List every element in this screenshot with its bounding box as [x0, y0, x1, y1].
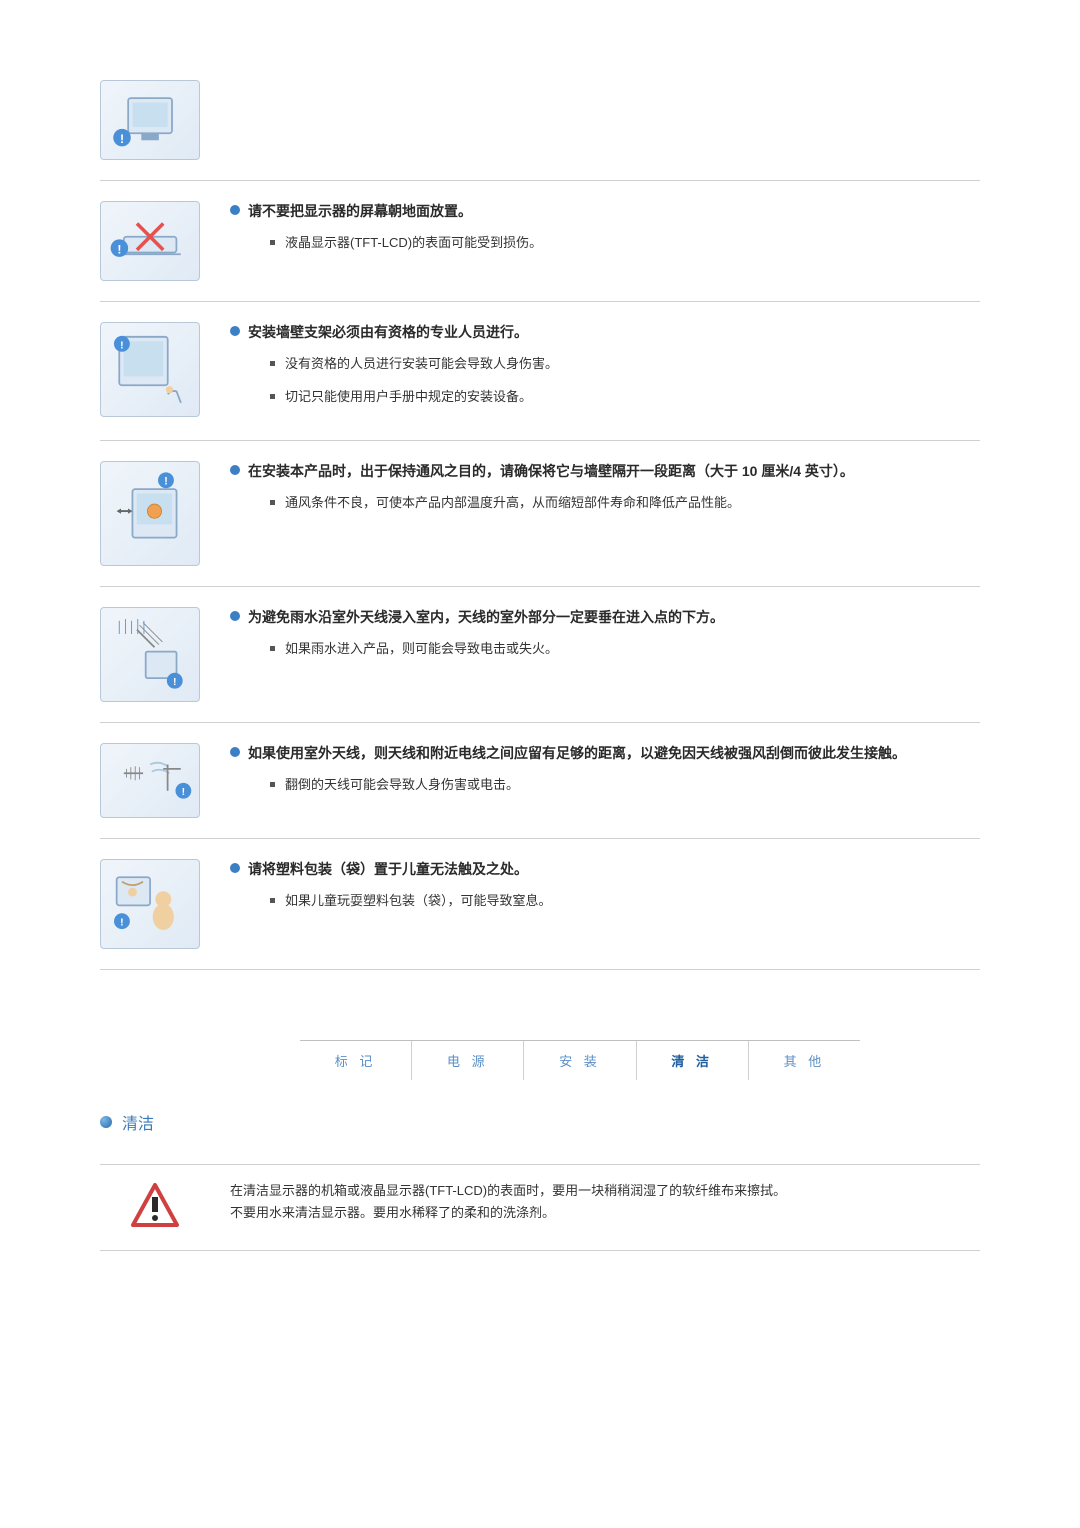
sub-item: 切记只能使用用户手册中规定的安装设备。: [270, 387, 980, 408]
content-col: 为避免雨水沿室外天线浸入室内，天线的室外部分一定要垂在进入点的下方。 如果雨水进…: [230, 607, 980, 672]
heading-row: 如果使用室外天线，则天线和附近电线之间应留有足够的距离，以避免因天线被强风刮倒而…: [230, 743, 980, 763]
illustration-col: !: [100, 201, 230, 281]
sub-bullet-icon: [270, 361, 275, 366]
content-col: 安装墙壁支架必须由有资格的专业人员进行。 没有资格的人员进行安装可能会导致人身伤…: [230, 322, 980, 420]
illustration-col: !: [100, 80, 230, 160]
illustration-col: !: [100, 743, 230, 818]
plastic-bag-child-icon: !: [100, 859, 200, 949]
tab-install[interactable]: 安 装: [524, 1041, 636, 1080]
tab-marks[interactable]: 标 记: [300, 1041, 412, 1080]
heading: 如果使用室外天线，则天线和附近电线之间应留有足够的距离，以避免因天线被强风刮倒而…: [248, 743, 906, 763]
heading-row: 请不要把显示器的屏幕朝地面放置。: [230, 201, 980, 221]
heading: 请将塑料包装（袋）置于儿童无法触及之处。: [248, 859, 528, 879]
content-col: 请不要把显示器的屏幕朝地面放置。 液晶显示器(TFT-LCD)的表面可能受到损伤…: [230, 201, 980, 266]
sub-text: 如果儿童玩耍塑料包装（袋），可能导致窒息。: [285, 891, 552, 912]
sub-item: 如果儿童玩耍塑料包装（袋），可能导致窒息。: [270, 891, 980, 912]
warning-icon-col: [100, 1180, 230, 1235]
illustration-col: !: [100, 607, 230, 702]
sub-text: 没有资格的人员进行安装可能会导致人身伤害。: [285, 354, 558, 375]
heading: 为避免雨水沿室外天线浸入室内，天线的室外部分一定要垂在进入点的下方。: [248, 607, 724, 627]
svg-text:!: !: [173, 676, 177, 688]
sub-item: 翻倒的天线可能会导致人身伤害或电击。: [270, 775, 980, 796]
sub-text: 切记只能使用用户手册中规定的安装设备。: [285, 387, 532, 408]
sub-item: 通风条件不良，可使本产品内部温度升高，从而缩短部件寿命和降低产品性能。: [270, 493, 980, 514]
illustration-col: !: [100, 322, 230, 417]
heading-row: 在安装本产品时，出于保持通风之目的，请确保将它与墙壁隔开一段距离（大于 10 厘…: [230, 461, 980, 481]
sub-item: 没有资格的人员进行安装可能会导致人身伤害。: [270, 354, 980, 375]
safety-item-0-illus: !: [100, 60, 980, 181]
safety-item-6: ! 请将塑料包装（袋）置于儿童无法触及之处。 如果儿童玩耍塑料包装（袋），可能导…: [100, 839, 980, 970]
warning-text: 在清洁显示器的机箱或液晶显示器(TFT-LCD)的表面时，要用一块稍稍润湿了的软…: [230, 1180, 980, 1224]
illustration-col: !: [100, 461, 230, 566]
sub-bullet-icon: [270, 240, 275, 245]
sub-list: 翻倒的天线可能会导致人身伤害或电击。: [270, 775, 980, 796]
heading: 在安装本产品时，出于保持通风之目的，请确保将它与墙壁隔开一段距离（大于 10 厘…: [248, 461, 854, 481]
sub-bullet-icon: [270, 394, 275, 399]
svg-text:!: !: [117, 242, 121, 256]
sub-list: 液晶显示器(TFT-LCD)的表面可能受到损伤。: [270, 233, 980, 254]
sub-text: 通风条件不良，可使本产品内部温度升高，从而缩短部件寿命和降低产品性能。: [285, 493, 740, 514]
svg-text:!: !: [120, 917, 124, 929]
content-col: 请将塑料包装（袋）置于儿童无法触及之处。 如果儿童玩耍塑料包装（袋），可能导致窒…: [230, 859, 980, 924]
sub-text: 翻倒的天线可能会导致人身伤害或电击。: [285, 775, 519, 796]
heading: 请不要把显示器的屏幕朝地面放置。: [248, 201, 472, 221]
sub-bullet-icon: [270, 646, 275, 651]
section-title-row: 清洁: [100, 1110, 980, 1134]
sub-list: 通风条件不良，可使本产品内部温度升高，从而缩短部件寿命和降低产品性能。: [270, 493, 980, 514]
wall-mount-icon: !: [100, 322, 200, 417]
bullet-icon: [230, 205, 240, 215]
heading-row: 为避免雨水沿室外天线浸入室内，天线的室外部分一定要垂在进入点的下方。: [230, 607, 980, 627]
tab-power[interactable]: 电 源: [412, 1041, 524, 1080]
nav-tabs: 标 记 电 源 安 装 清 洁 其 他: [300, 1040, 860, 1080]
antenna-wind-icon: !: [100, 743, 200, 818]
svg-text:!: !: [182, 786, 186, 798]
tab-other[interactable]: 其 他: [749, 1041, 860, 1080]
sub-list: 如果儿童玩耍塑料包装（袋），可能导致窒息。: [270, 891, 980, 912]
bullet-icon: [230, 326, 240, 336]
warning-triangle-icon: [130, 1180, 180, 1230]
content-col: 如果使用室外天线，则天线和附近电线之间应留有足够的距离，以避免因天线被强风刮倒而…: [230, 743, 980, 808]
safety-item-1: ! 请不要把显示器的屏幕朝地面放置。 液晶显示器(TFT-LCD)的表面可能受到…: [100, 181, 980, 302]
sub-bullet-icon: [270, 500, 275, 505]
section-title: 清洁: [122, 1110, 154, 1134]
bullet-icon: [230, 465, 240, 475]
section-bullet-icon: [100, 1116, 112, 1128]
heading: 安装墙壁支架必须由有资格的专业人员进行。: [248, 322, 528, 342]
sub-bullet-icon: [270, 898, 275, 903]
svg-text:!: !: [120, 132, 124, 146]
sub-text: 如果雨水进入产品，则可能会导致电击或失火。: [285, 639, 558, 660]
safety-item-3: ! 在安装本产品时，出于保持通风之目的，请确保将它与墙壁隔开一段距离（大于 10…: [100, 441, 980, 587]
ventilation-icon: !: [100, 461, 200, 566]
bullet-icon: [230, 611, 240, 621]
cleaning-warning: 在清洁显示器的机箱或液晶显示器(TFT-LCD)的表面时，要用一块稍稍润湿了的软…: [100, 1164, 980, 1251]
monitor-facedown-icon: !: [100, 201, 200, 281]
heading-row: 请将塑料包装（袋）置于儿童无法触及之处。: [230, 859, 980, 879]
sub-list: 如果雨水进入产品，则可能会导致电击或失火。: [270, 639, 980, 660]
svg-text:!: !: [164, 475, 168, 487]
bullet-icon: [230, 863, 240, 873]
heading-row: 安装墙壁支架必须由有资格的专业人员进行。: [230, 322, 980, 342]
bullet-icon: [230, 747, 240, 757]
safety-item-5: ! 如果使用室外天线，则天线和附近电线之间应留有足够的距离，以避免因天线被强风刮…: [100, 723, 980, 839]
sub-item: 液晶显示器(TFT-LCD)的表面可能受到损伤。: [270, 233, 980, 254]
svg-text:!: !: [120, 339, 124, 351]
safety-item-2: ! 安装墙壁支架必须由有资格的专业人员进行。 没有资格的人员进行安装可能会导致人…: [100, 302, 980, 441]
content-col: 在安装本产品时，出于保持通风之目的，请确保将它与墙壁隔开一段距离（大于 10 厘…: [230, 461, 980, 526]
monitor-bug-icon: !: [100, 80, 200, 160]
sub-item: 如果雨水进入产品，则可能会导致电击或失火。: [270, 639, 980, 660]
sub-text: 液晶显示器(TFT-LCD)的表面可能受到损伤。: [285, 233, 542, 254]
antenna-rain-icon: !: [100, 607, 200, 702]
sub-list: 没有资格的人员进行安装可能会导致人身伤害。 切记只能使用用户手册中规定的安装设备…: [270, 354, 980, 408]
tab-clean[interactable]: 清 洁: [637, 1041, 749, 1080]
safety-item-4: ! 为避免雨水沿室外天线浸入室内，天线的室外部分一定要垂在进入点的下方。 如果雨…: [100, 587, 980, 723]
illustration-col: !: [100, 859, 230, 949]
sub-bullet-icon: [270, 782, 275, 787]
